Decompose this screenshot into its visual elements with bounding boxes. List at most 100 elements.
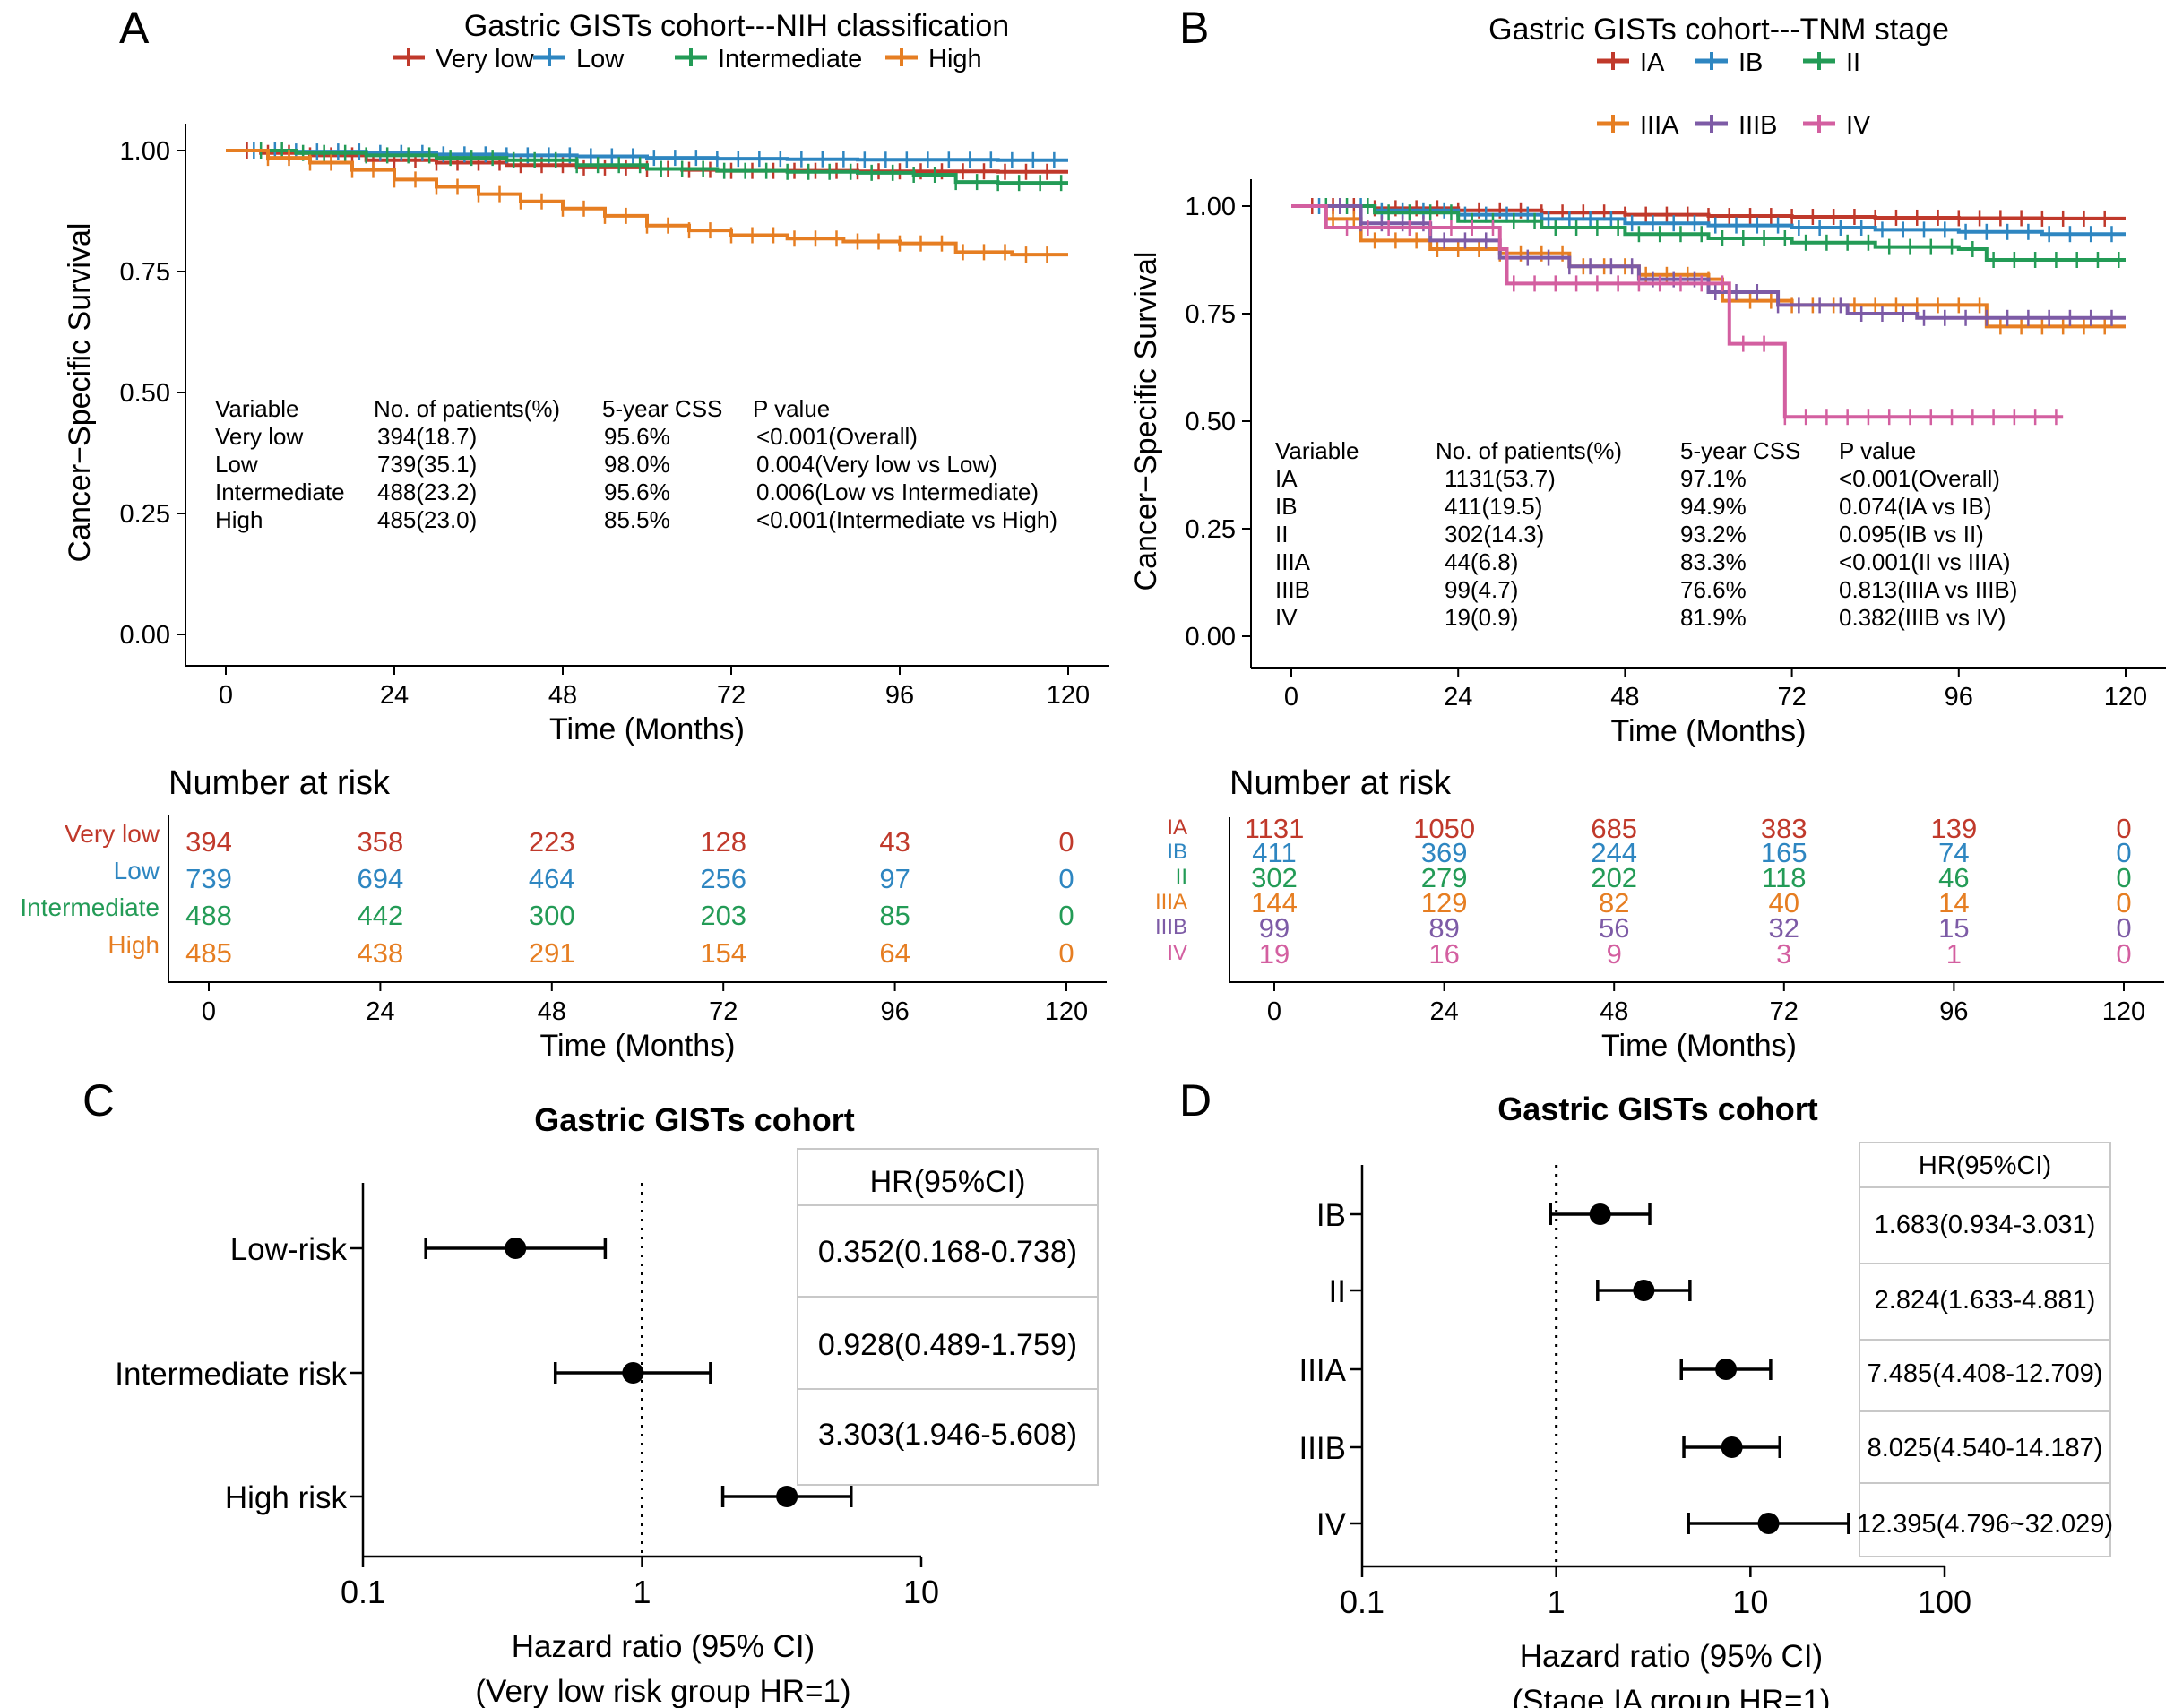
hr-table-value: 2.824(1.633-4.881) xyxy=(1875,1286,2096,1315)
risk-value: 128 xyxy=(700,826,746,858)
legend-item-A-1: Low xyxy=(533,45,625,73)
x-tick-label: 24 xyxy=(380,681,409,710)
risk-value: 202 xyxy=(1591,862,1637,893)
stats-cell: II xyxy=(1275,521,1288,548)
stats-cell: 302(14.3) xyxy=(1445,521,1544,548)
stats-cell: 81.9% xyxy=(1680,604,1747,631)
stats-cell: 99(4.7) xyxy=(1445,576,1518,603)
stats-header: P value xyxy=(753,395,830,422)
stats-header: P value xyxy=(1839,437,1916,464)
hr-point xyxy=(776,1486,798,1507)
risk-value: 464 xyxy=(529,863,575,894)
risk-row-label: IIIA xyxy=(1155,890,1187,914)
y-tick-label: 0.00 xyxy=(120,621,170,650)
legend-item-A-3: High xyxy=(885,45,982,73)
panel-label-C: C xyxy=(82,1075,115,1126)
legend-label: IV xyxy=(1846,111,1871,140)
risk-value: 0 xyxy=(2116,887,2131,919)
y-tick-label: 1.00 xyxy=(120,137,170,166)
risk-value: 40 xyxy=(1769,887,1799,919)
risk-row-label: IA xyxy=(1167,815,1187,840)
chart-title-D: Gastric GISTs cohort xyxy=(1497,1091,1817,1127)
risk-value: 32 xyxy=(1769,912,1799,944)
censor-marks-intermediate xyxy=(259,142,1063,192)
stats-table-B: Variable No. of patients(%) 5-year CSS P va… xyxy=(1275,437,2017,631)
hr-table-value: 1.683(0.934-3.031) xyxy=(1875,1211,2096,1239)
stats-header: Variable xyxy=(215,395,298,422)
risk-value: 74 xyxy=(1938,837,1969,868)
stats-cell: 0.074(IA vs IB) xyxy=(1839,493,1992,520)
x-axis-sublabel: (Very low risk group HR=1) xyxy=(475,1674,850,1708)
x-tick-label: 96 xyxy=(885,681,914,710)
risk-x-tick-label: 96 xyxy=(880,997,909,1026)
censor-marks-ii xyxy=(1324,198,2120,268)
risk-value: 85 xyxy=(879,900,910,931)
hr-table-value: 3.303(1.946-5.608) xyxy=(818,1418,1077,1452)
legend-item-A-2: Intermediate xyxy=(675,45,862,73)
risk-value: 694 xyxy=(358,863,404,894)
hr-point xyxy=(622,1362,644,1384)
risk-value: 64 xyxy=(879,937,910,969)
risk-value: 685 xyxy=(1591,813,1637,844)
stats-cell: 95.6% xyxy=(604,479,670,505)
risk-value: 0 xyxy=(1058,826,1074,858)
hr-table-D: HR(95%CI) 1.683(0.934-3.031) 2.824(1.633-4… xyxy=(1857,1142,2113,1557)
hr-point xyxy=(1715,1359,1738,1380)
stats-cell: 95.6% xyxy=(604,423,670,450)
risk-value: 82 xyxy=(1599,887,1629,919)
forest-row-ib: IB xyxy=(1316,1198,1652,1233)
stats-cell: IIIA xyxy=(1275,548,1311,575)
stats-header: Variable xyxy=(1275,437,1359,464)
hr-table-value: 8.025(4.540-14.187) xyxy=(1868,1434,2103,1462)
chart-title-C: Gastric GISTs cohort xyxy=(534,1101,854,1138)
y-tick-label: 0.75 xyxy=(120,258,170,287)
legend-label: IB xyxy=(1738,48,1763,77)
x-tick-label: 10 xyxy=(903,1574,939,1610)
risk-value: 129 xyxy=(1421,887,1468,919)
y-tick-label: 0.00 xyxy=(1186,623,1236,651)
x-tick-label: 72 xyxy=(1777,683,1806,712)
forest-row-low-risk: Low-risk xyxy=(230,1232,608,1267)
chart-title-A: Gastric GISTs cohort---NIH classificatio… xyxy=(464,9,1009,43)
risk-value: 46 xyxy=(1938,862,1969,893)
risk-value: 223 xyxy=(529,826,575,858)
risk-value: 1050 xyxy=(1413,813,1475,844)
y-tick-label: 0.50 xyxy=(1186,408,1236,436)
legend-label: IA xyxy=(1640,48,1665,77)
hr-point xyxy=(1757,1513,1780,1534)
hr-point xyxy=(1633,1280,1655,1301)
risk-value: 0 xyxy=(2116,862,2131,893)
x-tick-label: 48 xyxy=(1610,683,1639,712)
legend-label: Very low xyxy=(436,45,535,73)
x-axis-sublabel: (Stage IA group HR=1) xyxy=(1512,1684,1830,1708)
stats-cell: 1131(53.7) xyxy=(1445,465,1556,492)
stats-cell: 411(19.5) xyxy=(1445,493,1542,520)
stats-cell: 488(23.2) xyxy=(377,479,477,505)
survival-curve-ii xyxy=(1291,204,2126,262)
risk-value: 302 xyxy=(1251,862,1298,893)
stats-cell: 93.2% xyxy=(1680,521,1747,548)
risk-x-tick-label: 72 xyxy=(1770,997,1799,1026)
risk-value: 3 xyxy=(1776,938,1791,970)
forest-row-high-risk: High risk xyxy=(225,1480,853,1515)
risk-value: 165 xyxy=(1761,837,1807,868)
stats-cell: 44(6.8) xyxy=(1445,548,1518,575)
risk-x-tick-label: 24 xyxy=(1429,997,1458,1026)
row-label: IV xyxy=(1316,1507,1347,1542)
risk-x-tick-label: 48 xyxy=(538,997,566,1026)
risk-x-tick-label: 120 xyxy=(1045,997,1088,1026)
stats-cell: 0.004(Very low vs Low) xyxy=(756,451,997,478)
forest-row-iv: IV xyxy=(1316,1507,1850,1542)
risk-value: 154 xyxy=(700,937,746,969)
stats-header: 5-year CSS xyxy=(1680,437,1800,464)
stats-cell: Low xyxy=(215,451,258,478)
risk-value: 256 xyxy=(700,863,746,894)
y-tick-label: 1.00 xyxy=(1186,193,1236,221)
risk-value: 144 xyxy=(1251,887,1298,919)
stats-cell: 485(23.0) xyxy=(377,506,477,533)
risk-value: 279 xyxy=(1421,862,1468,893)
stats-table-A: Variable No. of patients(%) 5-year CSS P va… xyxy=(215,395,1057,533)
